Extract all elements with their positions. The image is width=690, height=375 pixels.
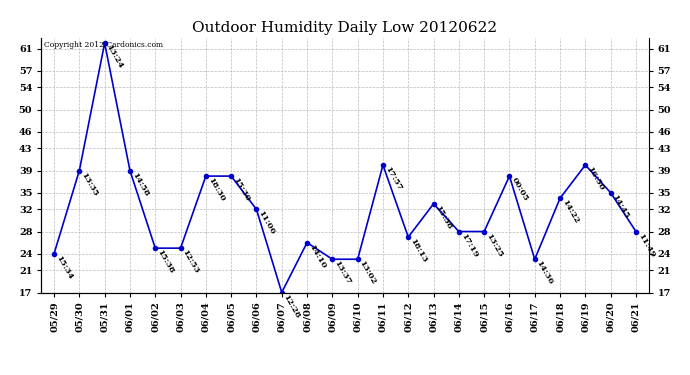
- Text: 15:38: 15:38: [433, 204, 453, 231]
- Text: 16:50: 16:50: [585, 165, 605, 192]
- Text: 15:30: 15:30: [231, 176, 251, 203]
- Title: Outdoor Humidity Daily Low 20120622: Outdoor Humidity Daily Low 20120622: [193, 21, 497, 35]
- Text: 17:57: 17:57: [383, 165, 403, 192]
- Text: 11:49: 11:49: [636, 231, 656, 259]
- Text: 14:36: 14:36: [535, 259, 555, 286]
- Text: 11:06: 11:06: [257, 209, 277, 236]
- Text: 14:45: 14:45: [611, 193, 631, 220]
- Text: 18:30: 18:30: [206, 176, 226, 203]
- Text: 13:35: 13:35: [79, 171, 99, 197]
- Text: 17:19: 17:19: [459, 231, 479, 259]
- Text: 13:02: 13:02: [357, 259, 377, 286]
- Text: 15:38: 15:38: [155, 248, 175, 275]
- Text: 13:37: 13:37: [333, 259, 353, 286]
- Text: 12:28: 12:28: [282, 292, 302, 320]
- Text: 14:10: 14:10: [307, 243, 327, 270]
- Text: 18:13: 18:13: [408, 237, 428, 264]
- Text: 12:53: 12:53: [181, 248, 201, 275]
- Text: 14:58: 14:58: [130, 171, 150, 198]
- Text: 14:22: 14:22: [560, 198, 580, 225]
- Text: Copyright 2012 Cardonics.com: Copyright 2012 Cardonics.com: [44, 41, 164, 50]
- Text: 13:25: 13:25: [484, 231, 504, 258]
- Text: 15:34: 15:34: [54, 254, 74, 280]
- Text: 13:24: 13:24: [105, 43, 125, 70]
- Text: 00:05: 00:05: [509, 176, 529, 203]
